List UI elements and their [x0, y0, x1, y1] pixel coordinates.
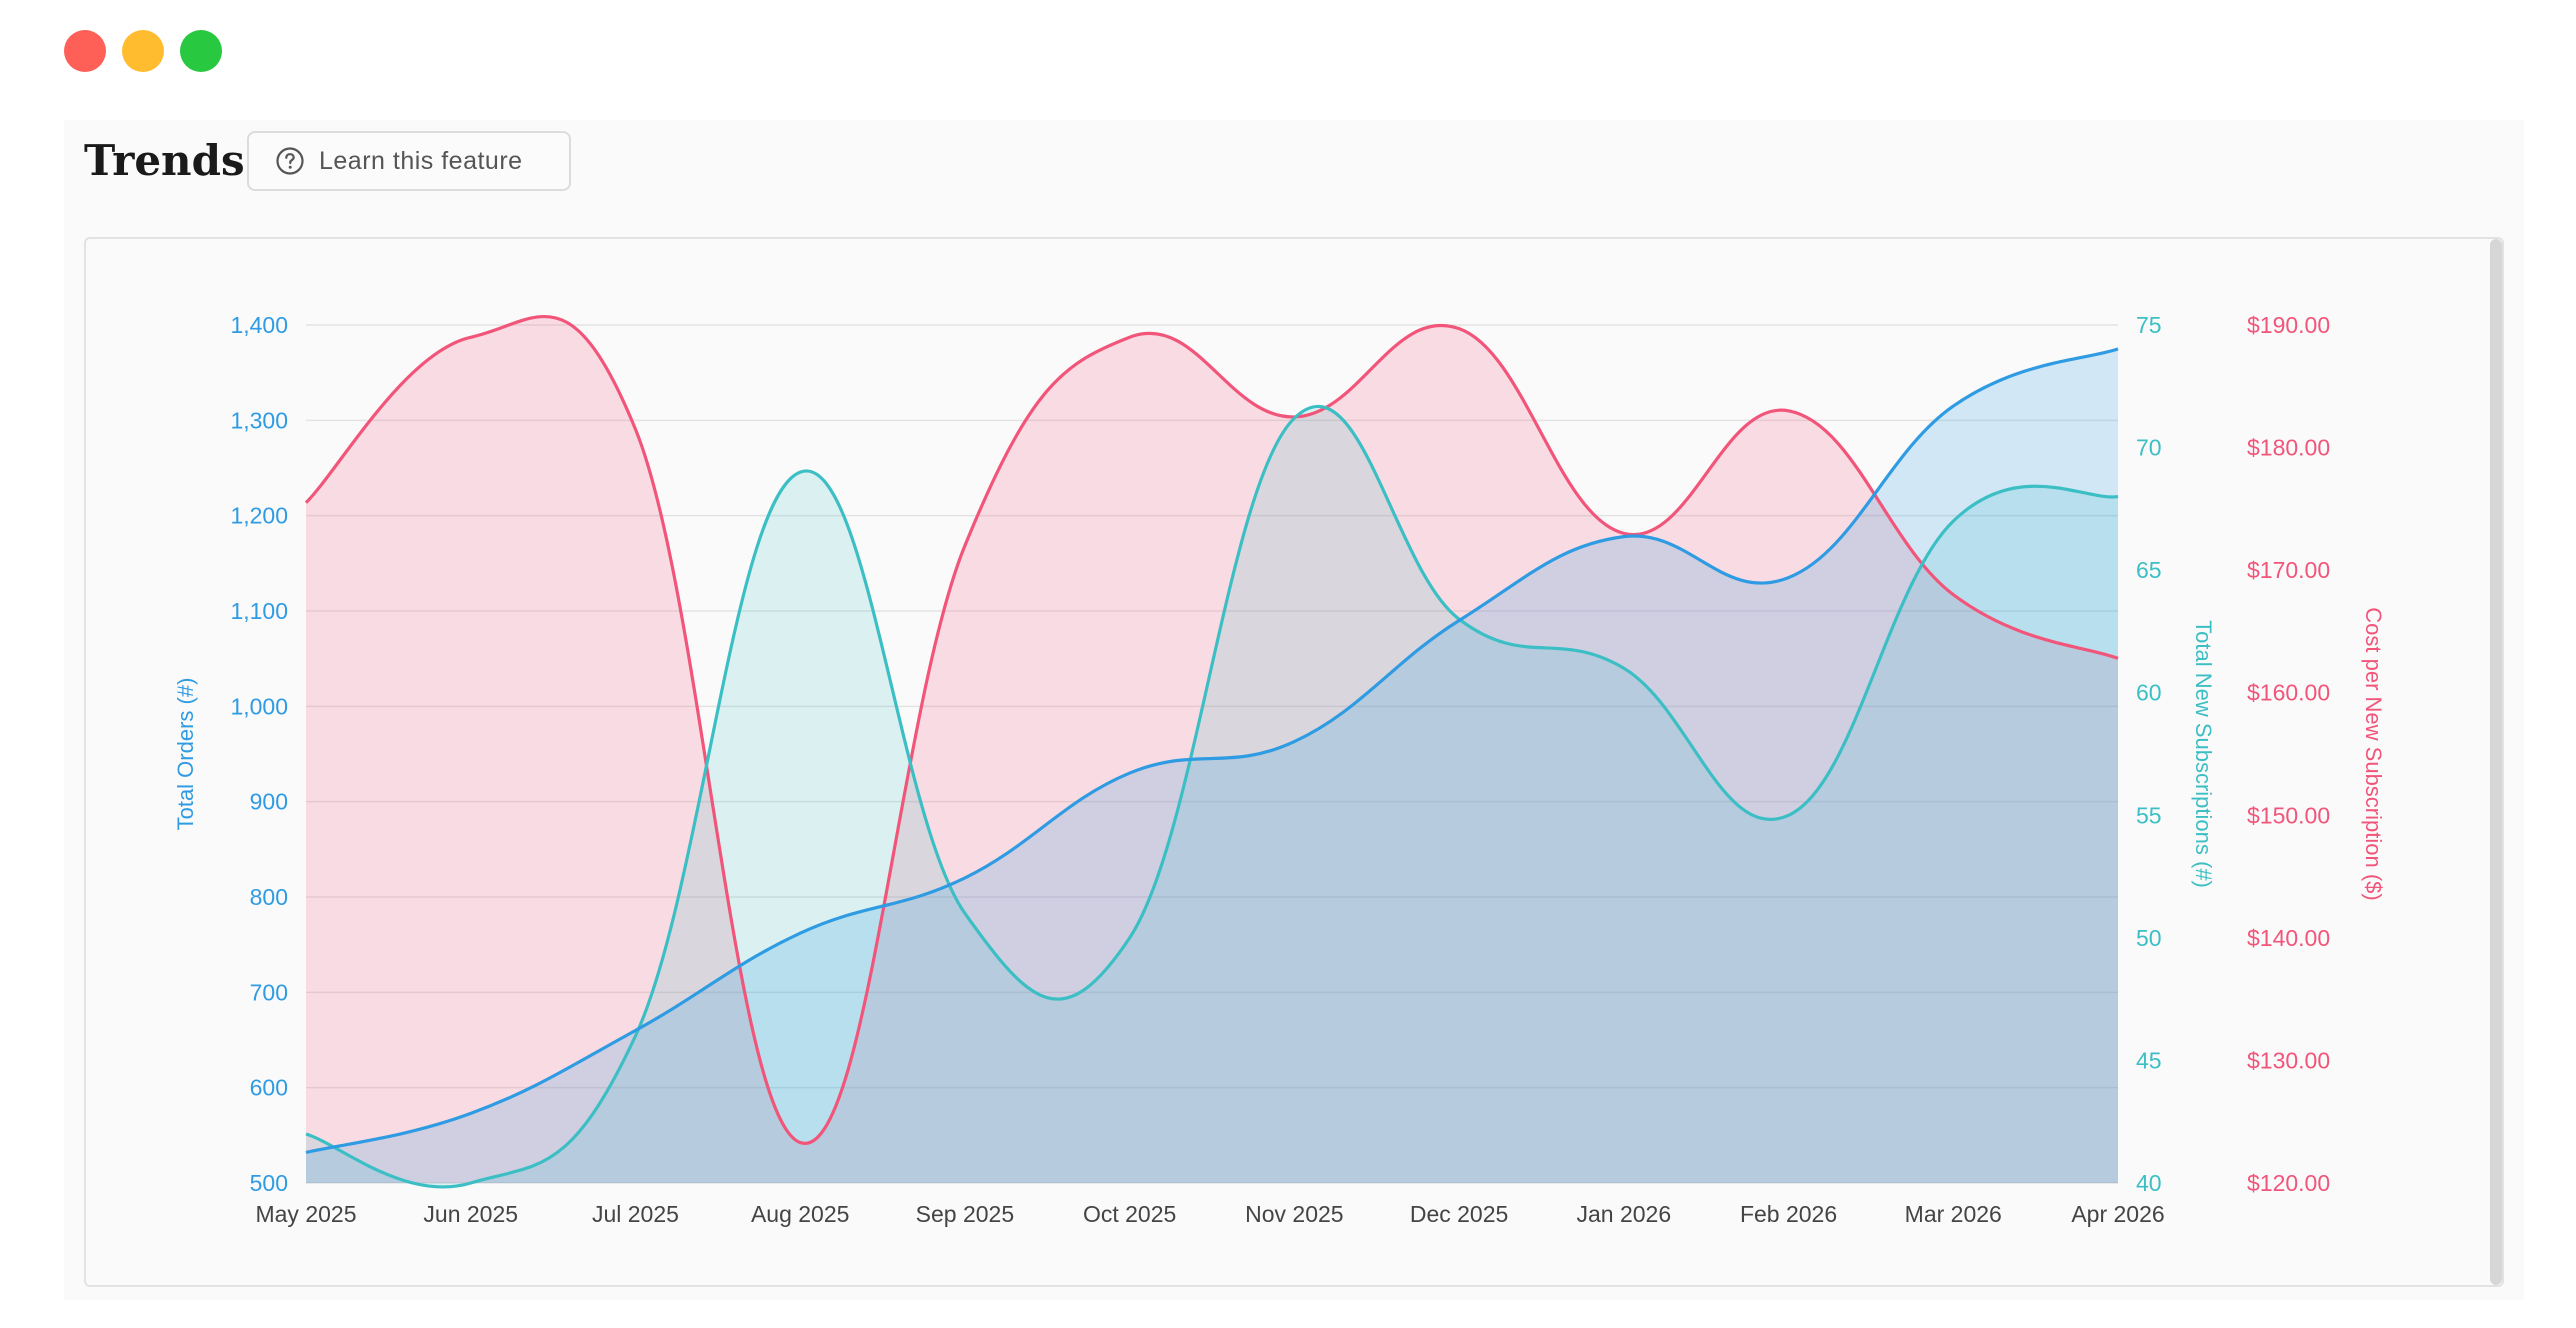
right-axis-cost-tick-label: $140.00	[2247, 925, 2330, 951]
left-axis-tick-label: 600	[250, 1075, 288, 1101]
series-area-right2	[306, 316, 2118, 1183]
question-circle-icon	[275, 146, 305, 176]
right-axis-subscriptions-tick-label: 50	[2136, 925, 2162, 951]
left-axis-tick-label: 1,100	[230, 598, 288, 624]
right-axis-cost-tick-label: $190.00	[2247, 312, 2330, 338]
maximize-window-button[interactable]	[180, 30, 222, 72]
chart-card	[84, 237, 2504, 1287]
left-axis-tick-label: 1,300	[230, 407, 288, 433]
right-axis-subscriptions-tick-label: 40	[2136, 1170, 2162, 1196]
close-window-button[interactable]	[64, 30, 106, 72]
x-axis-tick-label: Jul 2025	[592, 1201, 679, 1227]
window-controls	[64, 30, 222, 72]
x-axis-tick-label: Mar 2026	[1905, 1201, 2002, 1227]
learn-feature-label: Learn this feature	[319, 146, 523, 175]
x-axis-tick-label: Sep 2025	[916, 1201, 1014, 1227]
left-axis-tick-label: 500	[250, 1170, 288, 1196]
left-axis-tick-label: 1,000	[230, 693, 288, 719]
left-axis-tick-label: 900	[250, 789, 288, 815]
x-axis-tick-label: Oct 2025	[1083, 1201, 1176, 1227]
right-axis-subscriptions-tick-label: 70	[2136, 435, 2162, 461]
series-area-left	[306, 348, 2118, 1183]
grid-lines	[306, 324, 2118, 1184]
x-axis-tick-label: Feb 2026	[1740, 1201, 1837, 1227]
right-axis-subscriptions-tick-label: 55	[2136, 802, 2162, 828]
page-title: Trends	[84, 136, 245, 185]
left-axis-tick-label: 800	[250, 884, 288, 910]
minimize-window-button[interactable]	[122, 30, 164, 72]
x-axis-tick-label: Dec 2025	[1410, 1201, 1508, 1227]
series-area-right1	[306, 406, 2118, 1187]
left-axis-tick-label: 1,400	[230, 312, 288, 338]
series-line-left	[305, 347, 2119, 1155]
axes: 1,400 1,300 1,200 1,100 1,000 900 800 700 600 500…	[173, 312, 2386, 1227]
right-axis-subscriptions-label: Total New Subscriptions (#)	[2191, 620, 2216, 888]
right-axis-subscriptions-tick-label: 75	[2136, 312, 2162, 338]
right-axis-cost-label: Cost per New Subscription ($)	[2361, 607, 2386, 900]
right-axis-cost-tick-label: $150.00	[2247, 802, 2330, 828]
right-axis-cost-tick-label: $160.00	[2247, 680, 2330, 706]
left-axis-label: Total Orders (#)	[173, 678, 198, 831]
series-areas	[306, 316, 2118, 1187]
left-axis-tick-label: 1,200	[230, 503, 288, 529]
x-axis-tick-label: May 2025	[255, 1201, 356, 1227]
right-axis-subscriptions-tick-label: 65	[2136, 557, 2162, 583]
chart-scrollbar[interactable]	[2490, 239, 2502, 1285]
x-axis-tick-label: Nov 2025	[1245, 1201, 1343, 1227]
x-axis-tick-label: Jun 2025	[423, 1201, 518, 1227]
right-axis-subscriptions-tick-label: 60	[2136, 680, 2162, 706]
x-axis-tick-label: Apr 2026	[2071, 1201, 2164, 1227]
right-axis-cost-tick-label: $170.00	[2247, 557, 2330, 583]
right-axis-cost-tick-label: $180.00	[2247, 435, 2330, 461]
learn-feature-button[interactable]: Learn this feature	[247, 131, 571, 191]
x-axis-tick-label: Jan 2026	[1576, 1201, 1671, 1227]
right-axis-subscriptions-tick-label: 45	[2136, 1047, 2162, 1073]
x-axis-tick-label: Aug 2025	[751, 1201, 849, 1227]
right-axis-cost-tick-label: $120.00	[2247, 1170, 2330, 1196]
left-axis-tick-label: 700	[250, 979, 288, 1005]
right-axis-cost-tick-label: $130.00	[2247, 1047, 2330, 1073]
series-lines	[304, 314, 2119, 1189]
